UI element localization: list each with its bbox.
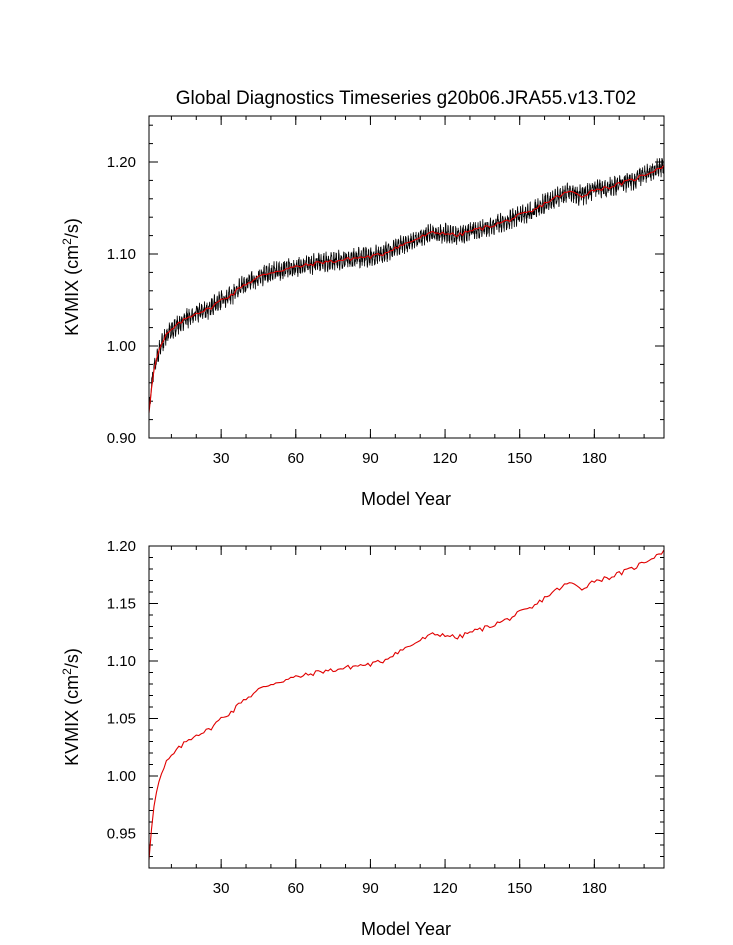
y-tick-label: 1.15 bbox=[107, 596, 136, 613]
x-tick-label: 180 bbox=[582, 880, 607, 897]
x-tick-label: 120 bbox=[433, 450, 458, 467]
x-tick-label: 120 bbox=[433, 880, 458, 897]
x-tick-label: 30 bbox=[213, 450, 230, 467]
x-tick-label: 90 bbox=[362, 880, 379, 897]
x-tick-label: 180 bbox=[582, 450, 607, 467]
x-tick-label: 60 bbox=[287, 880, 304, 897]
x-tick-label: 90 bbox=[362, 450, 379, 467]
y-tick-label: 1.05 bbox=[107, 711, 136, 728]
top-chart-plot-area bbox=[148, 157, 665, 414]
y-tick-label: 1.20 bbox=[107, 538, 136, 555]
x-tick-label: 60 bbox=[287, 450, 304, 467]
bottom-chart-plot-area bbox=[148, 549, 665, 860]
chart-title: Global Diagnostics Timeseries g20b06.JRA… bbox=[176, 88, 636, 109]
y-tick-label: 1.00 bbox=[107, 338, 136, 355]
top-chart: Global Diagnostics Timeseries g20b06.JRA… bbox=[60, 88, 665, 509]
y-tick-label: 1.00 bbox=[107, 768, 136, 785]
bottom-chart-tick-labels: 30 60 90 120 150 180 0.95 1.00 1.05 1.10 1.15 1.20 bbox=[107, 538, 607, 897]
x-tick-label: 150 bbox=[507, 450, 532, 467]
top-chart-ticks bbox=[149, 116, 664, 439]
y-tick-label: 0.90 bbox=[107, 430, 136, 447]
bottom-chart-y-axis-label: KVMIX (cm2/s) bbox=[60, 648, 82, 766]
top-chart-tick-labels: 30 60 90 120 150 180 0.90 1.00 1.10 1.20 bbox=[107, 154, 607, 467]
bottom-chart: 30 60 90 120 150 1800.951.001.051.101.151.20 … bbox=[60, 538, 665, 939]
y-tick-label: 0.95 bbox=[107, 826, 136, 843]
y-tick-label: 1.20 bbox=[107, 154, 136, 171]
bottom-chart-ticks bbox=[149, 545, 664, 869]
y-tick-label: 1.10 bbox=[107, 653, 136, 670]
bottom-chart-frame bbox=[148, 545, 665, 869]
series-annual-mean-line bbox=[148, 164, 665, 414]
series-annual-mean-line bbox=[148, 549, 665, 860]
y-tick-label: 1.10 bbox=[107, 246, 136, 263]
bottom-chart-x-axis-label: Model Year bbox=[361, 919, 451, 939]
x-tick-label: 30 bbox=[213, 880, 230, 897]
x-tick-label: 150 bbox=[507, 880, 532, 897]
top-chart-y-axis-label: KVMIX (cm2/s) bbox=[60, 218, 82, 336]
top-chart-x-axis-label: Model Year bbox=[361, 489, 451, 509]
top-chart-frame bbox=[148, 115, 665, 439]
